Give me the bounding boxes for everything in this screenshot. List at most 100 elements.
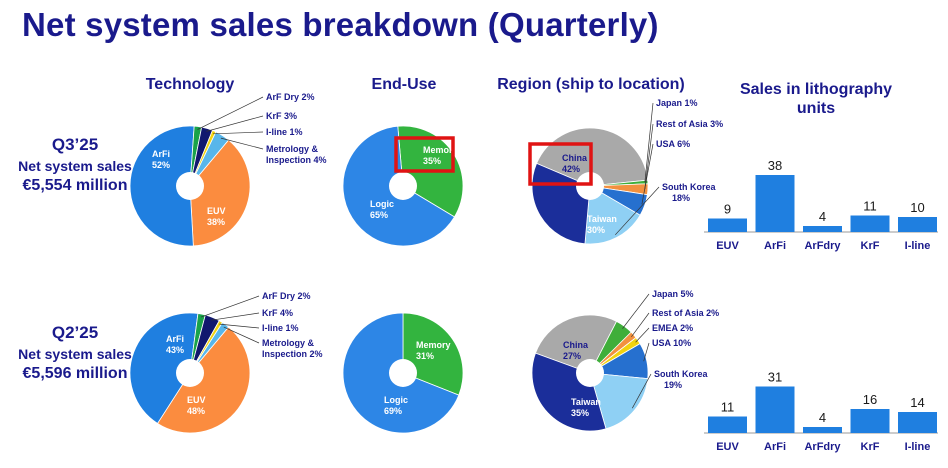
slice-label-euv: EUV 38% xyxy=(207,206,226,227)
callout-label-krf: KrF 4% xyxy=(262,308,293,318)
leader-line-arf-dry xyxy=(197,96,264,130)
column-heading-technology: Technology xyxy=(145,76,235,93)
callout-label-japan: Japan 5% xyxy=(652,289,694,299)
column-heading-litho-units: Sales in lithography units xyxy=(726,80,906,118)
leader-line-japan xyxy=(622,293,650,329)
highlight-box-memory xyxy=(394,136,455,173)
bar-value-label: 9 xyxy=(724,202,731,217)
row-label-q2: Q2’25 Net system sales €5,596 million xyxy=(0,323,150,383)
bar-arfdry xyxy=(803,427,842,433)
pie-slice-south-korea xyxy=(589,372,649,430)
bar-i-line xyxy=(898,412,937,433)
net-sales-value: €5,554 million xyxy=(22,177,128,194)
leader-line-krf xyxy=(211,312,260,321)
x-tick-label: KrF xyxy=(861,240,880,252)
bar-value-label: 14 xyxy=(910,395,924,410)
pie-center-hole xyxy=(176,172,204,200)
callout-label-usa: USA 10% xyxy=(652,338,691,348)
callout-label-i-line: I-line 1% xyxy=(262,323,299,333)
bar-chart-litho-q2: 11 EUV 31 ArFi 4 ArFdry 16 KrF 14 I-line xyxy=(704,370,938,453)
leader-line-i-line xyxy=(219,323,260,329)
pie-slice-euv xyxy=(189,139,251,247)
callout-label-rest-of-asia: Rest of Asia 3% xyxy=(656,119,723,129)
bar-arfi xyxy=(755,386,795,433)
pie-center-hole xyxy=(176,359,204,387)
callout-label-metrology: Metrology & Inspection 2% xyxy=(262,338,323,359)
leader-line-metrology xyxy=(220,137,264,150)
net-sales-value: €5,596 million xyxy=(22,365,128,382)
litho-heading-line2: units xyxy=(796,100,836,117)
litho-heading-line1: Sales in lithography xyxy=(739,81,893,98)
slice-label-china: China 42% xyxy=(562,153,588,174)
column-heading-region: Region (ship to location) xyxy=(497,76,685,93)
slice-label-memory: Memory 31% xyxy=(416,340,451,361)
slice-label-logic: Logic 65% xyxy=(370,199,394,220)
callout-label-emea: EMEA 2% xyxy=(652,323,693,333)
pie-center-hole xyxy=(576,359,604,387)
x-tick-label: ArFi xyxy=(764,240,786,252)
pie-slice-memory xyxy=(402,312,464,396)
pie-chart-region-q3: China 42% Taiwan 30% Japan 1% Rest of Asia 3%… xyxy=(531,98,723,245)
bar-value-label: 11 xyxy=(721,400,735,415)
net-sales-label: Net system sales xyxy=(18,158,132,174)
bar-value-label: 4 xyxy=(819,410,826,425)
leader-line-emea xyxy=(635,327,650,343)
bar-value-label: 16 xyxy=(863,392,877,407)
pie-center-hole xyxy=(389,359,417,387)
slice-label-memory: Memory 35% xyxy=(423,145,458,166)
leader-line-usa xyxy=(641,143,654,205)
bar-krf xyxy=(850,215,890,232)
bar-arfi xyxy=(755,175,795,232)
pie-chart-enduse-q3: Logic 65% Memory 35% xyxy=(342,125,464,247)
slice-label-arfi: ArFi 52% xyxy=(152,149,170,170)
bar-i-line xyxy=(898,217,937,232)
pie-slice-south-korea xyxy=(584,185,641,245)
slice-label-arfi: ArFi 43% xyxy=(166,334,184,355)
pie-slice-arfi xyxy=(129,312,199,424)
callout-label-i-line: I-line 1% xyxy=(266,127,303,137)
pie-slice-arfi xyxy=(129,125,195,247)
quarter-label: Q3’25 xyxy=(51,135,99,154)
x-tick-label: KrF xyxy=(861,441,880,453)
bar-euv xyxy=(708,218,747,232)
callout-label-krf: KrF 3% xyxy=(266,111,297,121)
bar-krf xyxy=(850,409,890,433)
pie-slice-china xyxy=(534,314,618,374)
callout-label-south-korea: South Korea 18% xyxy=(662,182,716,203)
leader-line-rest-of-asia xyxy=(631,312,650,338)
leader-line-usa xyxy=(643,342,650,362)
slice-label-taiwan: Taiwan 35% xyxy=(571,397,601,418)
leader-line-rest-of-asia xyxy=(644,123,654,190)
net-sales-label: Net system sales xyxy=(18,346,132,362)
row-label-q3: Q3’25 Net system sales €5,554 million xyxy=(0,135,150,195)
leader-line-arf-dry xyxy=(200,295,260,318)
x-tick-label: ArFdry xyxy=(804,441,841,453)
x-tick-label: I-line xyxy=(905,441,931,453)
leader-line-krf xyxy=(206,115,264,132)
leader-line-metrology xyxy=(223,326,260,344)
page-title: Net system sales breakdown (Quarterly) xyxy=(22,6,659,43)
quarter-label: Q2’25 xyxy=(51,323,99,342)
bar-chart-litho-q3: 9 EUV 38 ArFi 4 ArFdry 11 KrF 10 I-line xyxy=(704,158,938,252)
bar-value-label: 10 xyxy=(910,200,924,215)
x-tick-label: EUV xyxy=(716,240,739,252)
bar-value-label: 38 xyxy=(768,158,782,173)
slice-label-china: China 27% xyxy=(563,340,589,361)
callout-label-japan: Japan 1% xyxy=(656,98,698,108)
callout-label-arf-dry: ArF Dry 2% xyxy=(266,92,315,102)
bar-value-label: 4 xyxy=(819,209,826,224)
pie-center-hole xyxy=(389,172,417,200)
highlight-box-china xyxy=(528,142,593,186)
bar-value-label: 11 xyxy=(863,199,877,214)
pie-chart-technology-q2: ArFi 43% EUV 48% ArF Dry 2% KrF 4% I-line 1% Me… xyxy=(129,291,323,434)
x-tick-label: ArFdry xyxy=(804,240,841,252)
x-tick-label: ArFi xyxy=(764,441,786,453)
column-heading-end-use: End-Use xyxy=(371,76,437,93)
slice-label-logic: Logic 69% xyxy=(384,395,408,416)
bar-euv xyxy=(708,416,747,433)
callout-label-south-korea: South Korea 19% xyxy=(654,369,708,390)
leader-line-i-line xyxy=(212,131,264,135)
bar-arfdry xyxy=(803,226,842,232)
x-tick-label: EUV xyxy=(716,441,739,453)
